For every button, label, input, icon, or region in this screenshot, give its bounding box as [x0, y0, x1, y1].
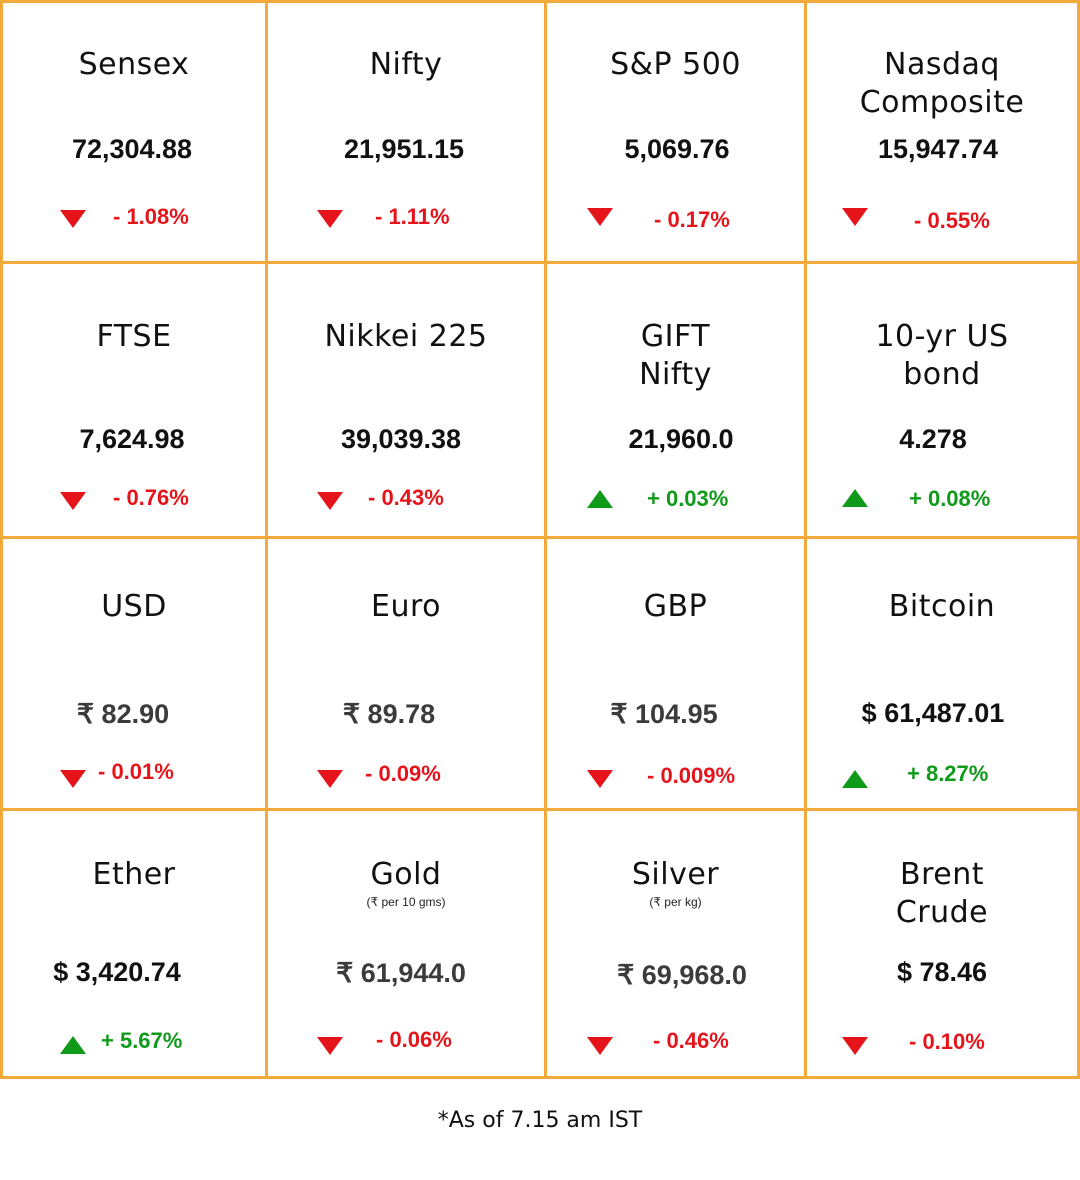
tile-usd: USD ₹ 82.90 - 0.01% — [3, 539, 265, 808]
down-arrow-icon — [317, 1037, 343, 1055]
tile-nasdaq: Nasdaq Composite 15,947.74 - 0.55% — [807, 3, 1077, 261]
grid-line — [0, 536, 1080, 539]
down-arrow-icon — [587, 208, 613, 226]
down-arrow-icon — [842, 208, 868, 226]
tile-title: Nasdaq Composite — [859, 47, 1025, 120]
tile-change: - 0.43% — [368, 485, 444, 510]
tile-change: - 0.55% — [914, 208, 990, 233]
tile-change: - 0.01% — [98, 759, 174, 784]
tile-title: USD — [101, 589, 167, 624]
tile-title: Sensex — [78, 47, 190, 82]
tile-title: Euro — [371, 589, 441, 624]
tile-gold: Gold (₹ per 10 gms) ₹ 61,944.0 - 0.06% — [268, 811, 544, 1076]
tile-value: 72,304.88 — [71, 134, 193, 164]
up-arrow-icon — [587, 490, 613, 508]
tile-change: - 1.08% — [113, 204, 189, 229]
tile-value: 21,960.0 — [628, 424, 734, 454]
tile-gift-nifty: GIFT Nifty 21,960.0 + 0.03% — [547, 264, 804, 536]
down-arrow-icon — [842, 1037, 868, 1055]
tile-title: GBP — [643, 589, 708, 624]
down-arrow-icon — [60, 492, 86, 510]
tile-title: Bitcoin — [888, 589, 996, 624]
up-arrow-icon — [842, 489, 868, 507]
tile-value: ₹ 82.90 — [76, 699, 170, 729]
grid-line — [0, 261, 1080, 264]
tile-gbp: GBP ₹ 104.95 - 0.009% — [547, 539, 804, 808]
tile-euro: Euro ₹ 89.78 - 0.09% — [268, 539, 544, 808]
tile-title: Ether — [92, 857, 176, 892]
down-arrow-icon — [587, 1037, 613, 1055]
tile-change: - 1.11% — [375, 204, 450, 229]
down-arrow-icon — [60, 210, 86, 228]
tile-subtitle: (₹ per 10 gms) — [366, 895, 446, 909]
tile-change: - 0.09% — [365, 761, 441, 786]
tile-us-bond: 10-yr US bond 4.278 + 0.08% — [807, 264, 1077, 536]
tile-change: - 0.10% — [909, 1029, 985, 1054]
down-arrow-icon — [317, 492, 343, 510]
down-arrow-icon — [587, 770, 613, 788]
tile-sensex: Sensex 72,304.88 - 1.08% — [3, 3, 265, 261]
up-arrow-icon — [60, 1036, 86, 1054]
tile-brent-crude: Brent Crude $ 78.46 - 0.10% — [807, 811, 1077, 1076]
tile-title: Nikkei 225 — [324, 319, 488, 354]
tile-value: $ 78.46 — [896, 957, 988, 987]
tile-nifty: Nifty 21,951.15 - 1.11% — [268, 3, 544, 261]
tile-change: + 0.03% — [647, 486, 729, 511]
tile-silver: Silver (₹ per kg) ₹ 69,968.0 - 0.46% — [547, 811, 804, 1076]
tile-value: 15,947.74 — [877, 134, 999, 164]
up-arrow-icon — [842, 770, 868, 788]
tile-value: ₹ 89.78 — [342, 699, 436, 729]
tile-value: ₹ 69,968.0 — [617, 960, 747, 990]
down-arrow-icon — [317, 770, 343, 788]
tile-ether: Ether $ 3,420.74 + 5.67% — [3, 811, 265, 1076]
tile-value: ₹ 61,944.0 — [336, 958, 466, 988]
grid-line — [265, 0, 268, 1079]
tile-change: + 5.67% — [101, 1028, 183, 1053]
tile-change: - 0.17% — [654, 207, 730, 232]
grid-line — [0, 0, 3, 1079]
tile-value: $ 61,487.01 — [861, 698, 1005, 728]
grid-line — [544, 0, 547, 1079]
tile-subtitle: (₹ per kg) — [649, 895, 702, 909]
tile-value: $ 3,420.74 — [53, 957, 181, 987]
tile-value: 7,624.98 — [79, 424, 185, 454]
tile-change: - 0.06% — [376, 1027, 452, 1052]
tile-value: 4.278 — [899, 424, 967, 454]
tile-title: Nifty — [369, 47, 443, 82]
tile-bitcoin: Bitcoin $ 61,487.01 + 8.27% — [807, 539, 1077, 808]
tile-title: Silver — [631, 857, 720, 892]
market-grid: Sensex 72,304.88 - 1.08% Nifty 21,951.15… — [0, 0, 1080, 1079]
tile-sp500: S&P 500 5,069.76 - 0.17% — [547, 3, 804, 261]
grid-line — [1077, 0, 1080, 1079]
tile-title: Gold — [370, 857, 442, 892]
tile-title: 10-yr US bond — [875, 319, 1009, 392]
tile-value: 5,069.76 — [624, 134, 730, 164]
tile-title: FTSE — [96, 319, 172, 354]
down-arrow-icon — [60, 770, 86, 788]
tile-change: - 0.76% — [113, 485, 189, 510]
down-arrow-icon — [317, 210, 343, 228]
tile-nikkei: Nikkei 225 39,039.38 - 0.43% — [268, 264, 544, 536]
tile-change: + 0.08% — [909, 486, 991, 511]
tile-value: 39,039.38 — [340, 424, 462, 454]
tile-change: - 0.009% — [647, 763, 736, 788]
grid-line — [0, 0, 1080, 3]
tile-title: GIFT Nifty — [639, 319, 712, 392]
tile-change: + 8.27% — [907, 761, 989, 786]
footnote: *As of 7.15 am IST — [437, 1108, 643, 1133]
grid-line — [0, 808, 1080, 811]
tile-value: 21,951.15 — [343, 134, 465, 164]
grid-line — [804, 0, 807, 1079]
grid-line — [0, 1076, 1080, 1079]
tile-ftse: FTSE 7,624.98 - 0.76% — [3, 264, 265, 536]
tile-value: ₹ 104.95 — [610, 699, 718, 729]
tile-change: - 0.46% — [653, 1028, 729, 1053]
tile-title: S&P 500 — [610, 47, 741, 82]
tile-title: Brent Crude — [895, 857, 989, 930]
